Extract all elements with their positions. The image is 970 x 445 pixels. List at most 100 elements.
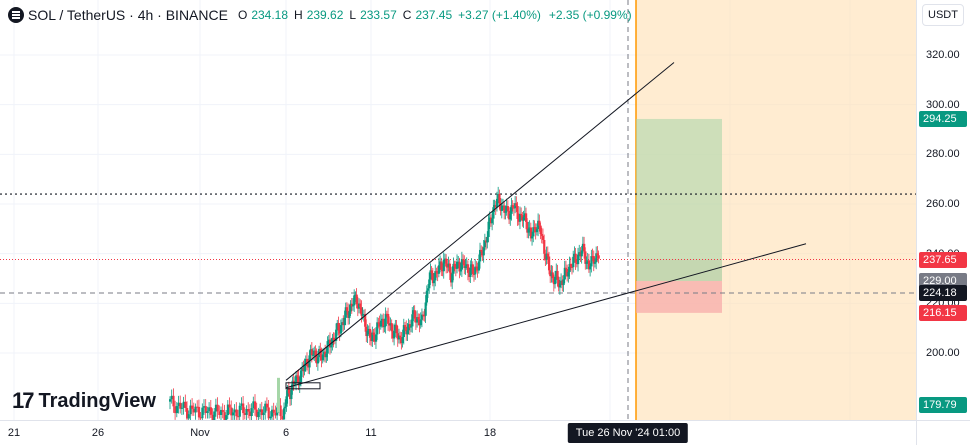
candle-body [279,405,282,417]
candle-body [503,205,506,213]
candle-body [364,314,367,327]
candle-body [397,335,401,340]
candle-body [214,404,218,412]
candle-body [447,263,450,267]
candle-body [201,407,204,419]
candle-body [509,213,512,220]
candle-body [269,416,272,419]
tradingview-watermark: 17 TradingView [12,388,156,414]
price-tick-label: 280.00 [926,148,960,161]
candle-body [379,320,382,327]
price-tick-label: 200.00 [926,347,960,359]
candle-body [525,213,528,222]
candle-body [457,261,460,263]
candle-body [581,243,585,251]
high-value: 239.62 [306,8,344,22]
candle-body [274,412,277,416]
candle-body [177,402,180,407]
candle-body [320,355,323,361]
candle-body [520,213,523,216]
candle-body [260,409,263,416]
candle-body [250,408,253,417]
candle-body [451,273,454,283]
candle-body [284,406,287,409]
candle-body [470,264,473,268]
candle-body [485,240,488,243]
candle-body [487,221,490,237]
candle-body [431,273,435,284]
candle-body [228,404,231,408]
candle-body [446,266,449,268]
candle-body [584,251,587,264]
chart-canvas[interactable] [0,0,916,420]
axis-corner [916,420,970,445]
candle-body [591,256,594,258]
candle-body [456,261,459,269]
candle-body [252,401,255,409]
candle-body [391,331,395,339]
candle-body [283,408,286,411]
candle-body [445,258,448,267]
candle-body [411,314,414,327]
candle-body [186,408,189,419]
candle-body [422,314,425,316]
candle-body [354,294,357,296]
candle-body [378,322,381,327]
currency-button[interactable]: USDT [922,4,964,26]
candle-body [299,370,303,383]
candle-body [402,325,405,338]
candle-body [458,261,461,272]
candle-body [387,313,390,324]
candle-body [247,408,250,412]
candle-body [429,270,432,280]
candle-body [344,307,347,318]
candle-body [225,415,228,420]
candle-body [550,272,553,277]
candle-body [424,302,427,316]
candle-body [194,406,197,413]
candle-body [336,322,339,330]
candle-body [577,254,580,265]
candle-body [175,406,178,414]
candle-body [220,409,223,415]
candle-body [310,349,314,356]
candle-body [254,401,257,410]
candle-body [360,307,363,316]
time-axis[interactable]: 21 26 Nov 6 11 18 Tue 26 Nov '24 01:00 [0,420,916,445]
candle-body [562,279,565,286]
candle-body [419,319,422,326]
candle-body [592,256,595,264]
price-axis[interactable]: 320.00300.00280.00260.00240.00220.00200.… [916,0,970,420]
candle-body [314,350,317,356]
candle-body [468,272,471,277]
candle-body [497,193,500,199]
candle-body [522,217,525,221]
profit-zone [636,118,722,260]
candle-body [540,234,543,236]
candle-body [568,263,571,273]
candle-body [417,317,420,320]
candle-body [413,310,416,319]
symbol-title[interactable]: SOL / TetherUS · 4h · BINANCE [28,7,228,23]
candle-body [554,276,557,285]
candle-body [465,264,468,267]
candle-body [371,332,374,342]
candle-body [589,266,592,270]
candle-body [199,417,202,419]
candle-body [345,307,349,311]
candle-body [393,330,396,339]
candle-body [580,250,583,257]
candle-body [529,227,533,239]
candle-body [326,341,329,354]
candle-body [561,280,564,286]
candle-body [259,409,262,412]
candle-body [434,271,437,281]
time-tick-label: 6 [282,427,290,439]
candle-body [315,355,318,364]
candle-body [573,253,576,257]
candle-body [400,337,403,344]
candle-body [515,203,518,206]
candle-body [448,263,451,273]
